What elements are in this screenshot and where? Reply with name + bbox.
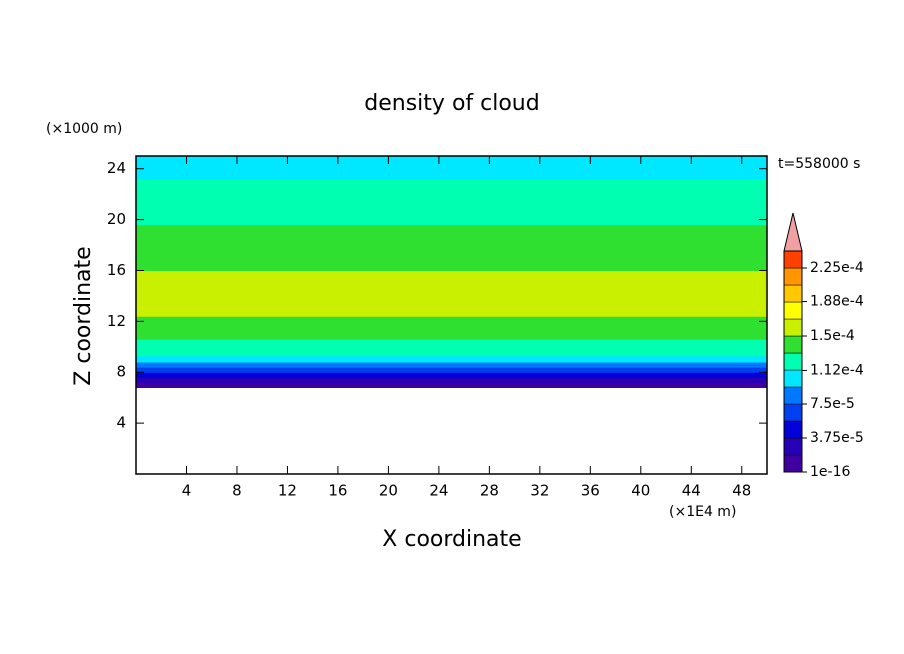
colorbar-bin (783, 335, 803, 354)
colorbar-tick-label: 1.5e-4 (810, 328, 855, 344)
contour-band (136, 204, 767, 216)
y-axis-label: Z coordinate (71, 246, 96, 385)
x-tick-label: 20 (379, 482, 398, 500)
x-tick-label: 12 (278, 482, 297, 500)
contour-band (136, 224, 767, 241)
colorbar-over (783, 212, 803, 252)
colorbar-bin (783, 454, 803, 473)
contour-band (136, 239, 767, 251)
contour-band (136, 214, 767, 226)
colorbar-bin (783, 437, 803, 456)
contour-band (136, 260, 767, 271)
y-tick-label: 24 (107, 159, 126, 177)
x-tick-label: 40 (631, 482, 650, 500)
colorbar-bin (783, 301, 803, 320)
contour-band (136, 166, 767, 180)
colorbar-tick-label: 1.88e-4 (810, 294, 864, 310)
x-tick-label: 48 (732, 482, 751, 500)
colorbar-bin (783, 369, 803, 388)
contour-band (136, 178, 767, 195)
contour-band (136, 355, 767, 363)
contour-band (136, 326, 767, 340)
y-tick-label: 8 (116, 363, 126, 381)
chart-title: density of cloud (364, 91, 539, 116)
x-tick-label: 28 (480, 482, 499, 500)
contour-band (136, 346, 767, 357)
contour-band (136, 250, 767, 261)
x-axis-label: X coordinate (382, 527, 521, 552)
colorbar-bin (783, 420, 803, 439)
colorbar-bin (783, 318, 803, 337)
plot-frame (135, 155, 768, 475)
colorbar-tick-label: 3.75e-5 (810, 430, 864, 446)
contour-band (136, 362, 767, 368)
colorbar-bin (783, 250, 803, 269)
y-tick-label: 12 (107, 312, 126, 330)
colorbar-bin (783, 386, 803, 405)
colorbar-tick-label: 2.25e-4 (810, 260, 864, 276)
contour-band (136, 308, 767, 317)
colorbar-tick-label: 7.5e-5 (810, 396, 855, 412)
contour-band (136, 270, 767, 310)
contour-band (136, 372, 767, 378)
contour-band (136, 316, 767, 327)
x-tick-label: 4 (182, 482, 192, 500)
x-tick-label: 44 (682, 482, 701, 500)
x-tick-label: 36 (581, 482, 600, 500)
x-tick-label: 24 (429, 482, 448, 500)
contour-band (136, 382, 767, 389)
contour-band (136, 367, 767, 373)
x-tick-label: 32 (530, 482, 549, 500)
colorbar-frame (783, 250, 803, 473)
x-tick-label: 8 (232, 482, 242, 500)
colorbar-tick-label: 1.12e-4 (810, 362, 864, 378)
y-unit: (×1000 m) (46, 121, 122, 137)
contour-band (136, 194, 767, 205)
time-label: t=558000 s (778, 156, 860, 172)
y-tick-label: 16 (107, 261, 126, 279)
x-unit: (×1E4 m) (669, 504, 736, 520)
colorbar-bin (783, 267, 803, 286)
contour-band (136, 339, 767, 348)
colorbar-bin (783, 284, 803, 303)
colorbar-tick-label: 1e-16 (810, 464, 850, 480)
y-tick-label: 20 (107, 210, 126, 228)
y-tick-label: 4 (116, 414, 126, 432)
contour-band (136, 377, 767, 383)
contour-band (136, 156, 767, 167)
colorbar-bin (783, 352, 803, 371)
colorbar-bin (783, 403, 803, 422)
x-tick-label: 16 (328, 482, 347, 500)
